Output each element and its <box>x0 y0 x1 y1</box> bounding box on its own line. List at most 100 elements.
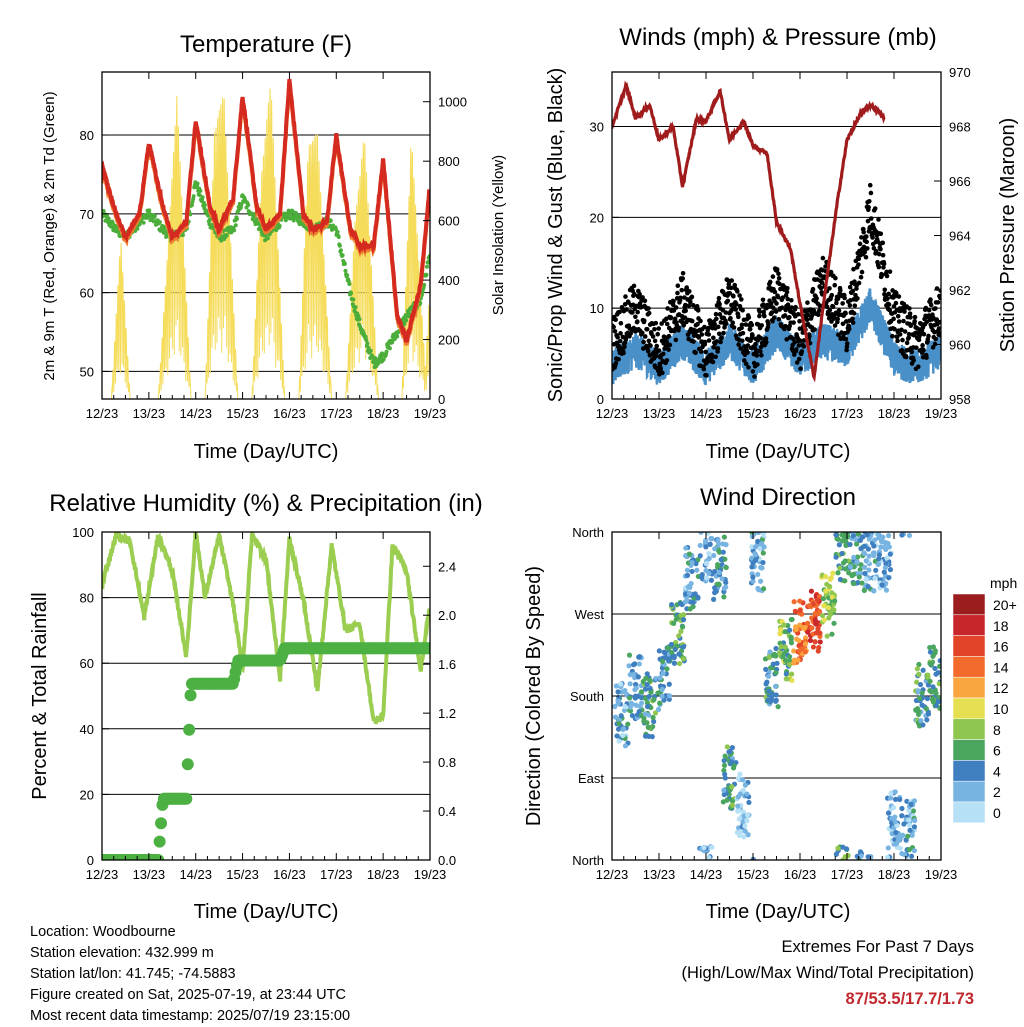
legend-swatch <box>952 635 986 657</box>
x-tick-label: 12/23 <box>596 867 629 882</box>
gust-point <box>723 310 729 315</box>
direction-point <box>887 795 894 801</box>
gust-point <box>635 309 640 315</box>
gust-point <box>757 309 763 314</box>
gust-point <box>774 267 780 272</box>
direction-point <box>686 551 693 557</box>
gust-point <box>772 289 778 295</box>
dewpoint-point <box>387 346 392 351</box>
direction-point <box>680 656 686 662</box>
gust-point <box>613 317 618 323</box>
dewpoint-point <box>202 203 207 208</box>
direction-point <box>627 704 633 710</box>
gust-point <box>695 321 700 327</box>
gust-point <box>746 315 752 320</box>
direction-point <box>855 580 861 586</box>
legend-swatch <box>952 801 986 824</box>
direction-point <box>927 644 933 651</box>
gust-point <box>753 341 758 347</box>
direction-point <box>735 803 741 809</box>
location-text: Location: Woodbourne <box>30 924 176 940</box>
y-right-tick-label: 962 <box>949 283 971 298</box>
direction-point <box>618 713 624 719</box>
direction-point <box>638 689 645 695</box>
direction-point <box>613 683 619 689</box>
direction-point <box>646 712 652 718</box>
direction-point <box>760 532 766 537</box>
gust-point <box>818 285 824 291</box>
x-tick-label: 15/23 <box>226 867 259 882</box>
gust-point <box>738 346 743 351</box>
direction-point <box>802 641 809 647</box>
direction-point <box>917 681 924 688</box>
gust-point <box>645 348 651 354</box>
gust-point <box>818 273 823 278</box>
gust-point <box>928 297 933 302</box>
temp-2m-line <box>102 78 430 343</box>
dewpoint-point <box>366 345 371 350</box>
direction-point <box>706 550 712 557</box>
gust-point <box>838 288 843 293</box>
direction-point <box>727 748 733 754</box>
gust-point <box>864 234 869 239</box>
direction-point <box>736 816 742 822</box>
direction-point <box>737 832 743 839</box>
legend-swatch <box>952 593 986 616</box>
direction-point <box>616 738 622 744</box>
gust-point <box>785 285 790 291</box>
gust-point <box>836 332 841 338</box>
y-right-tick-label: 960 <box>949 338 971 353</box>
gust-point <box>926 307 932 313</box>
direction-point <box>876 556 882 562</box>
direction-point <box>937 658 941 664</box>
direction-point <box>668 641 675 648</box>
gust-point <box>895 313 901 319</box>
direction-point <box>788 634 794 641</box>
gust-point <box>856 256 862 262</box>
recent-text: Most recent data timestamp: 2025/07/19 2… <box>30 1008 351 1024</box>
direction-point <box>666 681 672 687</box>
direction-point <box>721 594 727 600</box>
dewpoint-point <box>246 203 251 208</box>
direction-point <box>837 565 843 571</box>
y-tick-label: 70 <box>80 207 94 222</box>
x-tick-label: 17/23 <box>320 406 353 421</box>
gust-point <box>704 359 710 365</box>
gust-point <box>646 306 651 311</box>
gust-point <box>709 355 715 360</box>
direction-point <box>804 620 811 626</box>
winds-ylabel-right: Station Pressure (Maroon) <box>997 118 1019 353</box>
direction-point <box>886 575 892 581</box>
gust-point <box>716 295 722 301</box>
x-tick-label: 14/23 <box>690 406 723 421</box>
direction-point <box>627 681 633 687</box>
y-right-tick-label: 0 <box>438 392 445 407</box>
direction-point <box>912 817 918 824</box>
dewpoint-point <box>233 223 238 228</box>
x-tick-label: 17/23 <box>831 867 864 882</box>
direction-point <box>703 575 710 581</box>
gust-point <box>912 318 917 324</box>
gust-point <box>923 305 929 311</box>
direction-point <box>900 832 906 838</box>
direction-point <box>899 532 905 538</box>
gust-point <box>926 313 932 318</box>
gust-point <box>712 321 717 327</box>
dewpoint-point <box>340 253 345 258</box>
gust-point <box>924 355 929 360</box>
y-right-tick-label: 200 <box>438 333 460 348</box>
gust-point <box>758 335 764 341</box>
gust-point <box>681 322 687 328</box>
direction-point <box>758 564 764 571</box>
precip-point <box>152 854 165 860</box>
gust-point <box>654 353 659 359</box>
direction-point <box>923 706 930 712</box>
gust-point <box>761 302 766 307</box>
gust-point <box>801 344 807 349</box>
direction-point <box>689 568 695 575</box>
gust-point <box>622 344 627 350</box>
gust-point <box>791 320 796 325</box>
direction-point <box>723 542 729 548</box>
direction-point <box>745 832 751 838</box>
dewpoint-point <box>395 334 400 339</box>
